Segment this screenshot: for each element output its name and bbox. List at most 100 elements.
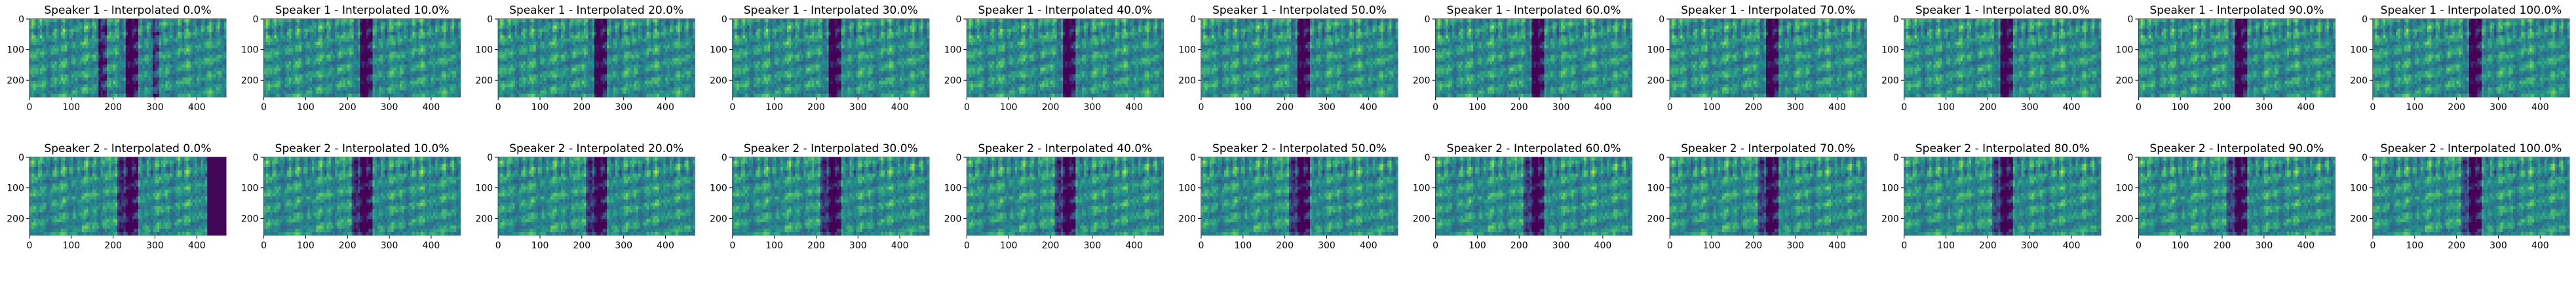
spectrogram-cell xyxy=(136,87,139,90)
spectrogram-cell xyxy=(47,42,49,45)
spectrogram-cell xyxy=(178,55,181,58)
spectrogram-cell xyxy=(88,52,90,55)
spectrogram-cell xyxy=(176,61,178,64)
spectrogram-cell xyxy=(73,94,76,97)
spectrogram-cell xyxy=(136,90,139,94)
spectrogram-cell xyxy=(186,90,189,94)
spectrogram-cell xyxy=(63,55,66,58)
spectrogram-cell xyxy=(73,55,76,58)
spectrogram-cell xyxy=(80,87,83,90)
spectrogram-cell xyxy=(203,58,206,62)
spectrogram-cell xyxy=(184,22,187,26)
spectrogram-cell xyxy=(199,52,202,55)
spectrogram-cell xyxy=(47,61,49,64)
spectrogram-cell xyxy=(277,77,279,81)
spectrogram-cell xyxy=(182,32,185,35)
spectrogram-cell xyxy=(54,90,57,94)
spectrogram-cell xyxy=(295,64,298,67)
spectrogram-cell xyxy=(84,52,87,55)
spectrogram-cell xyxy=(44,55,47,58)
spectrogram-cell xyxy=(115,52,118,55)
spectrogram-cell xyxy=(212,81,214,84)
spectrogram-cell xyxy=(168,87,170,90)
spectrogram-cell xyxy=(282,61,285,64)
spectrogram-cell xyxy=(209,77,212,81)
spectrogram-cell xyxy=(295,52,298,55)
spectrogram-cell xyxy=(47,77,49,81)
spectrogram-cell xyxy=(295,81,298,84)
spectrogram-cell xyxy=(220,77,222,81)
spectrogram-cell xyxy=(101,35,104,39)
spectrogram-cell xyxy=(301,52,304,55)
spectrogram-cell xyxy=(197,61,199,64)
spectrogram-cell xyxy=(115,84,118,87)
spectrogram-cell xyxy=(113,52,116,55)
spectrogram-cell xyxy=(113,87,116,90)
spectrogram-cell xyxy=(163,94,166,97)
spectrogram-cell xyxy=(40,32,43,35)
spectrogram-cell xyxy=(142,64,145,67)
spectrogram-cell xyxy=(38,87,41,90)
spectrogram-cell xyxy=(209,52,212,55)
spectrogram-cell xyxy=(182,87,185,90)
spectrogram-cell xyxy=(270,19,273,22)
spectrogram-cell xyxy=(277,67,279,71)
spectrogram-cell xyxy=(149,81,151,84)
spectrogram-cell xyxy=(86,39,88,42)
spectrogram-cell xyxy=(301,90,304,94)
spectrogram-cell xyxy=(186,42,189,45)
spectrogram-cell xyxy=(67,52,69,55)
spectrogram-cell xyxy=(117,64,120,67)
spectrogram-cell xyxy=(63,71,66,74)
spectrogram-cell xyxy=(272,90,275,94)
spectrogram-cell xyxy=(111,71,113,74)
spectrogram-cell xyxy=(101,39,104,42)
spectrogram-cell xyxy=(214,81,216,84)
spectrogram-cell xyxy=(159,61,162,64)
spectrogram-cell xyxy=(197,64,199,67)
spectrogram-cell xyxy=(109,55,111,58)
spectrogram-cell xyxy=(88,90,90,94)
spectrogram-cell xyxy=(155,67,157,71)
spectrogram-cell xyxy=(36,94,39,97)
spectrogram-cell xyxy=(277,32,279,35)
spectrogram-cell xyxy=(77,22,80,26)
spectrogram-cell xyxy=(101,71,104,74)
spectrogram-cell xyxy=(186,48,189,52)
spectrogram-cell xyxy=(71,58,74,62)
spectrogram-cell xyxy=(172,64,174,67)
spectrogram-cell xyxy=(80,74,83,77)
spectrogram-cell xyxy=(216,74,218,77)
spectrogram-cell xyxy=(90,48,93,52)
spectrogram-cell xyxy=(119,35,122,39)
spectrogram-cell xyxy=(111,52,113,55)
spectrogram-cell xyxy=(193,61,195,64)
spectrogram-cell xyxy=(184,45,187,48)
spectrogram-cell xyxy=(117,74,120,77)
spectrogram-cell xyxy=(38,39,41,42)
spectrogram-cell xyxy=(153,94,155,97)
spectrogram-cell xyxy=(205,61,208,64)
spectrogram-cell xyxy=(289,48,292,52)
spectrogram-cell xyxy=(285,42,288,45)
spectrogram-cell xyxy=(73,87,76,90)
spectrogram-cell xyxy=(71,52,74,55)
spectrogram-cell xyxy=(98,94,101,97)
spectrogram-cell xyxy=(105,81,107,84)
spectrogram-cell xyxy=(308,64,311,67)
spectrogram-cell xyxy=(216,58,218,62)
spectrogram-cell xyxy=(86,45,88,48)
spectrogram-cell xyxy=(111,84,113,87)
spectrogram-cell xyxy=(264,22,267,26)
spectrogram-cell xyxy=(157,58,160,62)
spectrogram-cell xyxy=(287,22,290,26)
spectrogram-cell xyxy=(52,26,55,29)
spectrogram-cell xyxy=(80,32,83,35)
spectrogram-cell xyxy=(142,84,145,87)
spectrogram-cell xyxy=(285,22,288,26)
spectrogram-cell xyxy=(134,61,137,64)
spectrogram-cell xyxy=(222,71,225,74)
spectrogram-cell xyxy=(33,48,36,52)
spectrogram-cell xyxy=(289,71,292,74)
spectrogram-cell xyxy=(80,45,83,48)
